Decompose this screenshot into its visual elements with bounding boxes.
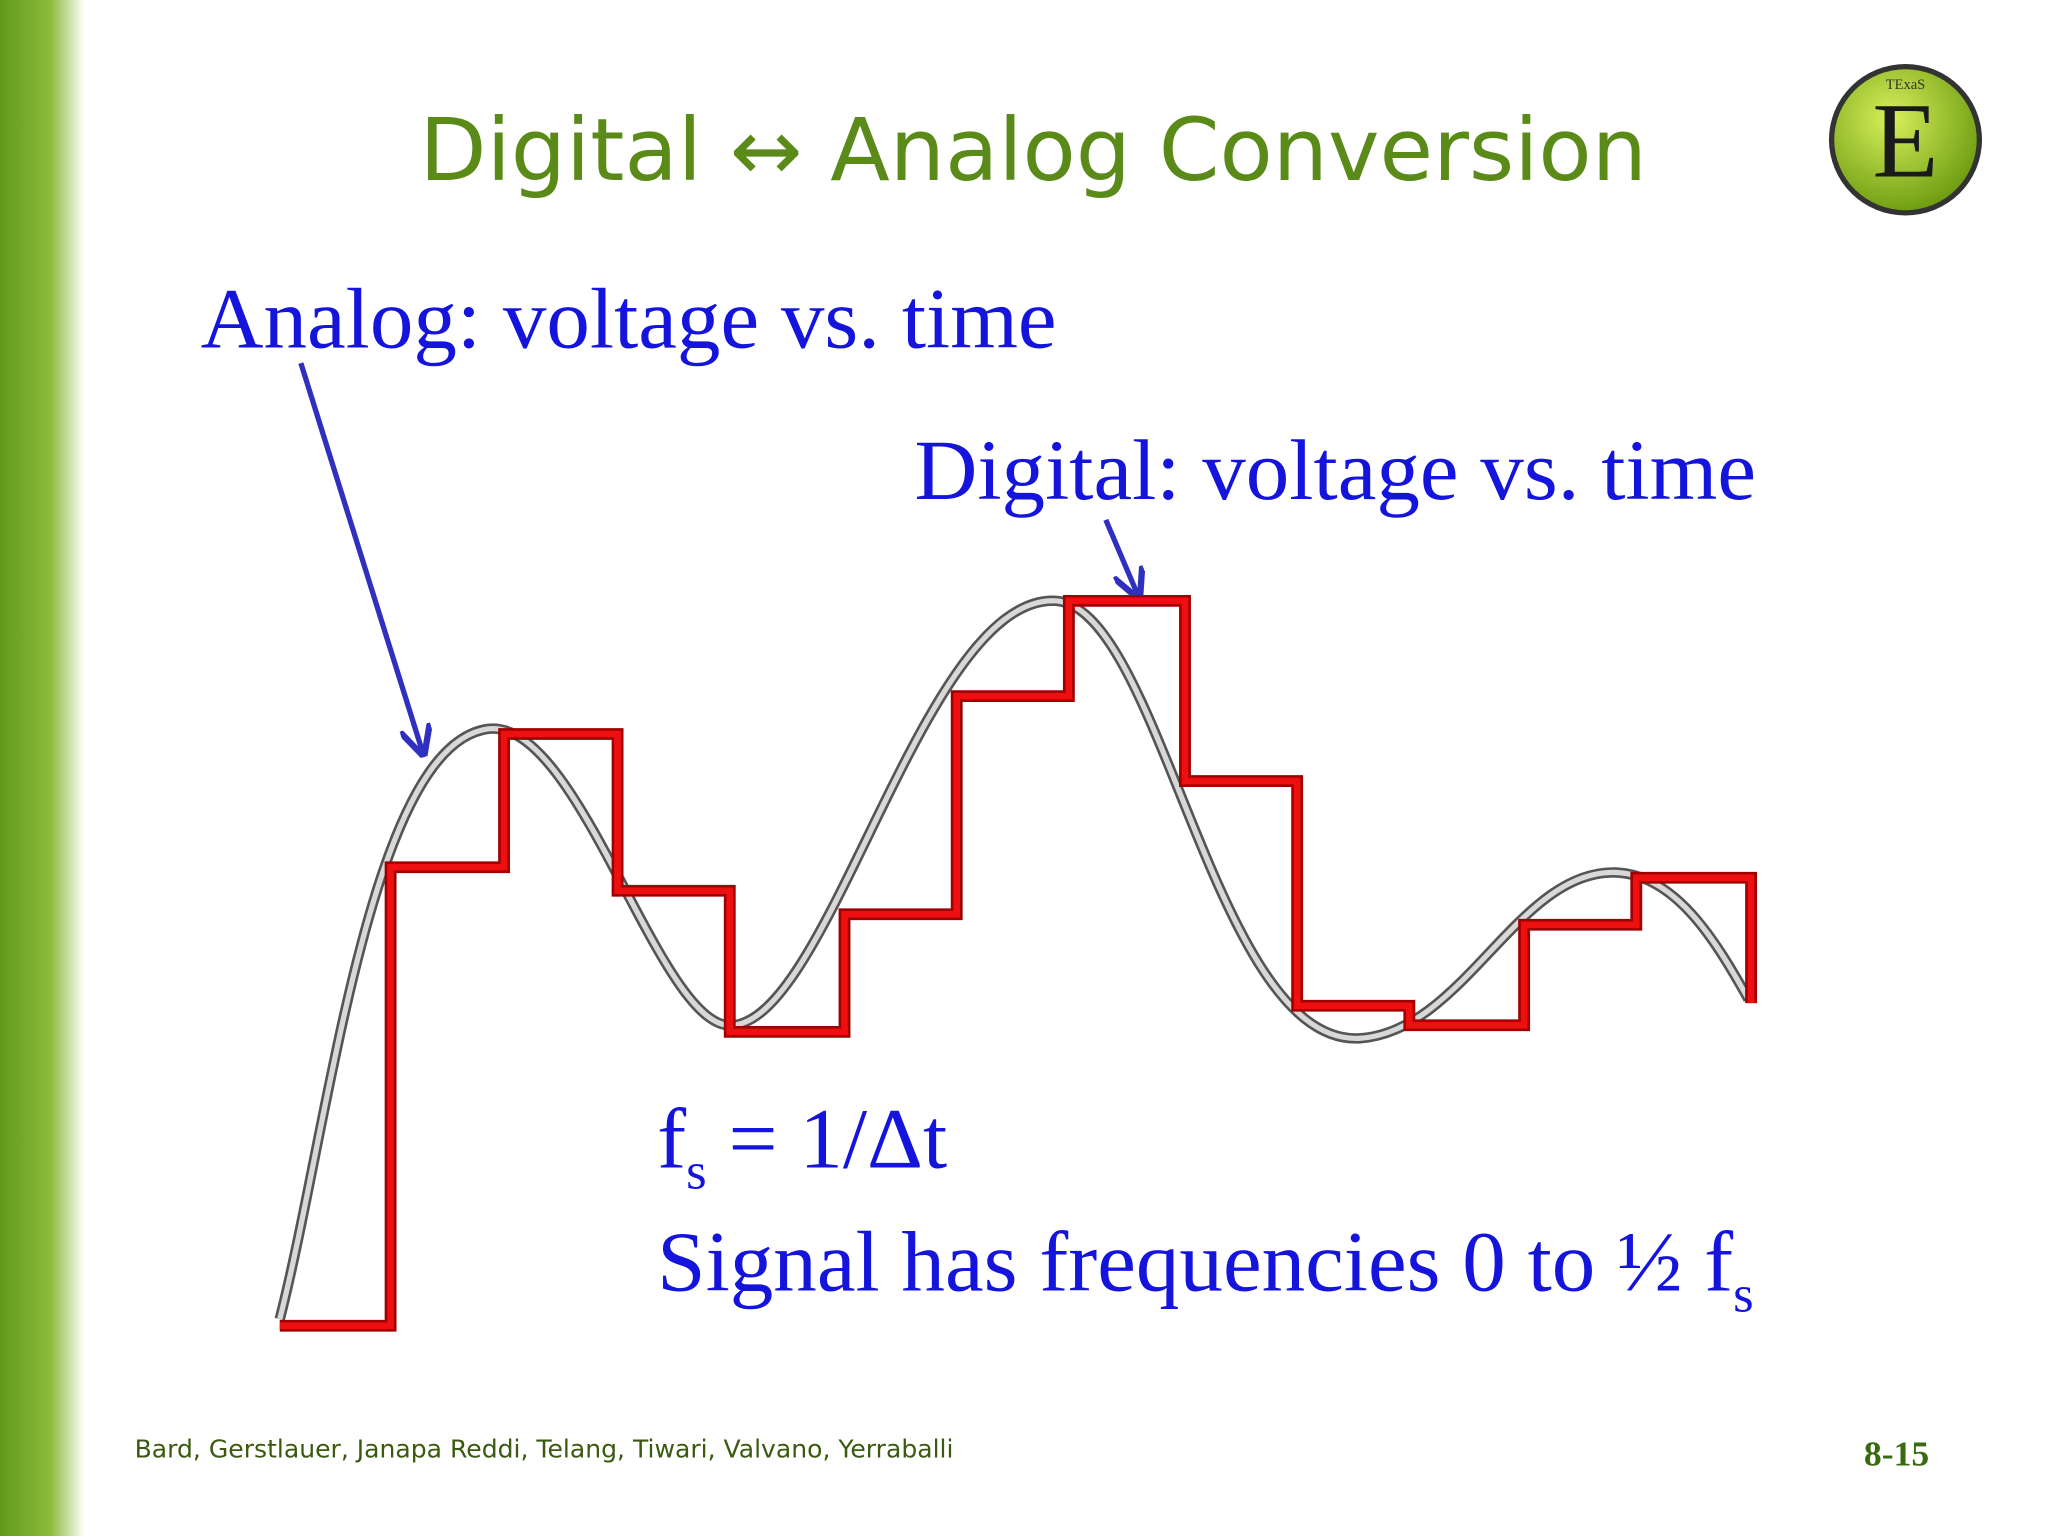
analog-label: Analog: voltage vs. time: [201, 271, 1057, 367]
logo-text: TExaS: [1886, 77, 1925, 93]
formula: fs = 1/Δt: [657, 1091, 947, 1200]
logo-letter: E: [1872, 82, 1938, 200]
signal-line: Signal has frequencies 0 to ½ fs: [657, 1214, 1754, 1323]
logo: TExaS E: [1828, 64, 1983, 216]
page-number: 8-15: [1864, 1434, 1929, 1474]
digital-arrow: [1103, 518, 1138, 594]
signal-sub: s: [1733, 1266, 1754, 1324]
formula-f: f: [657, 1091, 686, 1187]
footer-authors: Bard, Gerstlauer, Janapa Reddi, Telang, …: [135, 1435, 954, 1464]
formula-rest: = 1/Δt: [707, 1091, 948, 1187]
digital-label: Digital: voltage vs. time: [914, 422, 1756, 518]
analog-arrow: [298, 362, 422, 751]
analog-curve: [274, 595, 1754, 1321]
side-bar: [0, 0, 85, 1536]
title: Digital ↔ Analog Conversion: [420, 102, 1647, 201]
formula-sub: s: [686, 1143, 707, 1201]
digital-steps: [279, 594, 1758, 1332]
signal-text: Signal has frequencies 0 to ½ f: [657, 1214, 1733, 1310]
